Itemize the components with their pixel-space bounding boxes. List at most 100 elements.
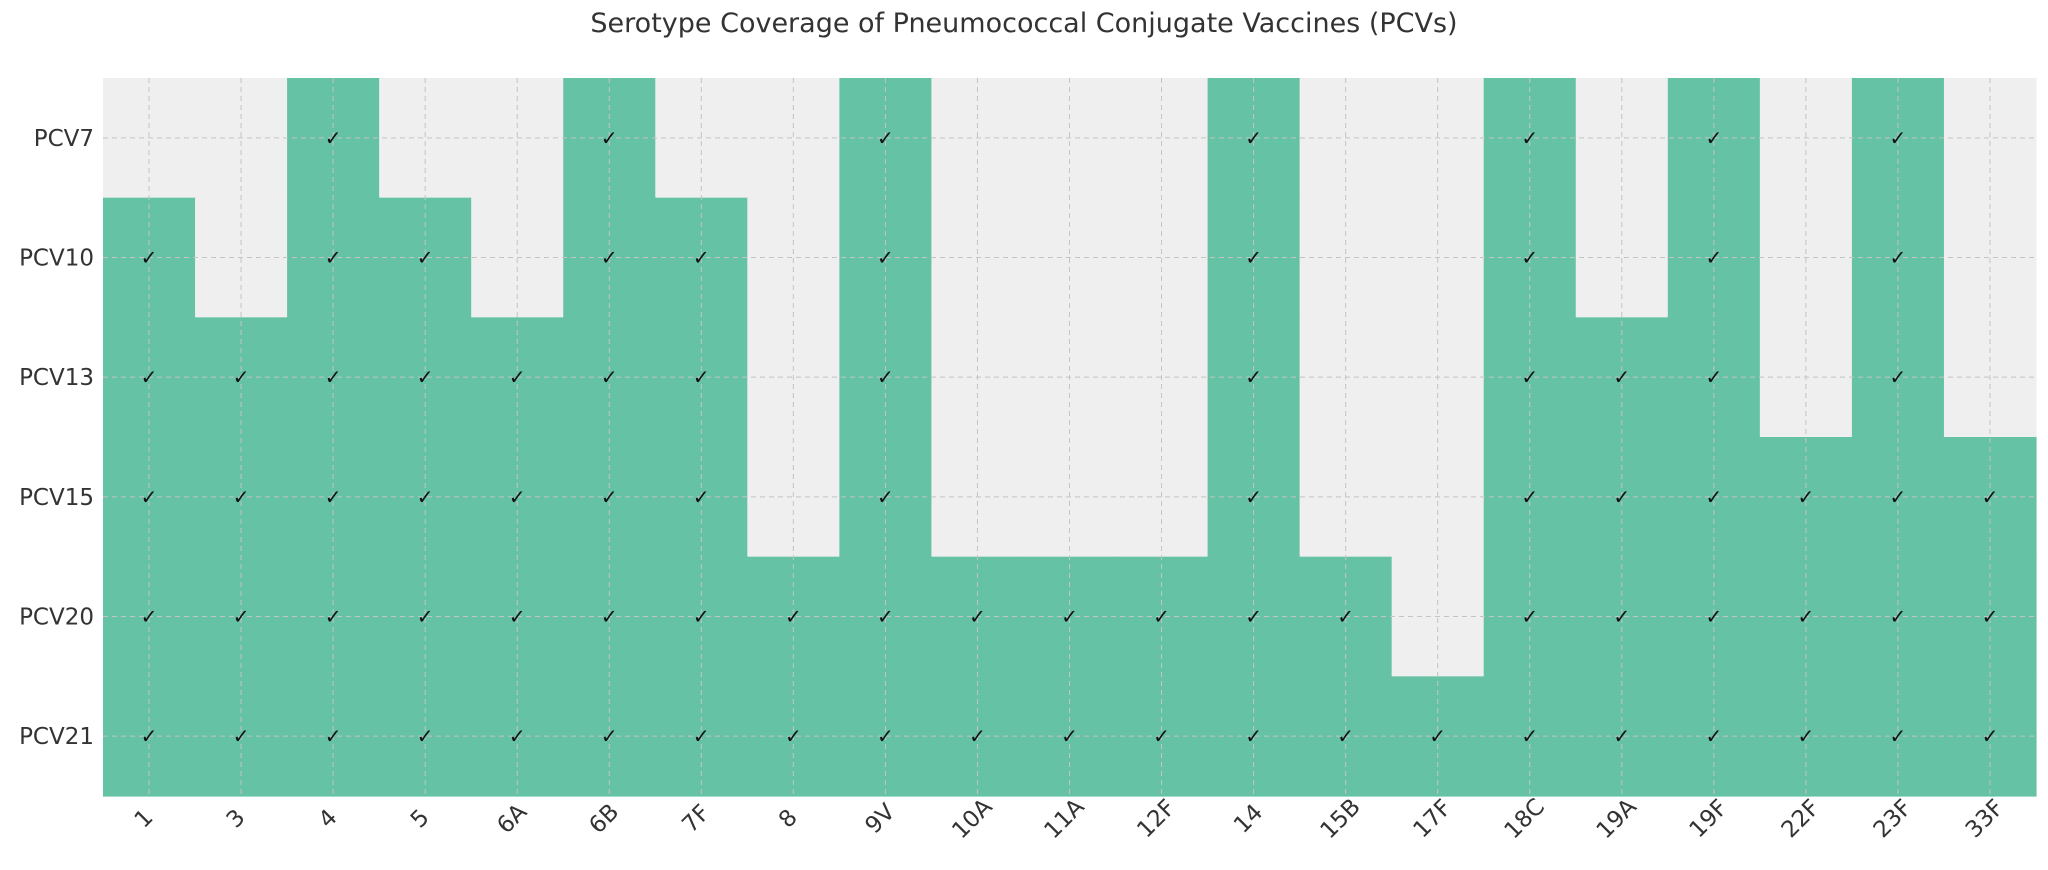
check-mark: ✓	[1890, 365, 1907, 389]
check-mark: ✓	[693, 485, 710, 509]
chart-title: Serotype Coverage of Pneumococcal Conjug…	[590, 8, 1458, 39]
check-mark: ✓	[693, 724, 710, 748]
x-tick-label: 4	[314, 805, 343, 834]
check-mark: ✓	[1521, 724, 1538, 748]
x-tick-label: 17F	[1409, 795, 1457, 843]
check-mark: ✓	[1797, 485, 1814, 509]
check-mark: ✓	[509, 724, 526, 748]
check-mark: ✓	[877, 724, 894, 748]
check-mark: ✓	[1521, 485, 1538, 509]
check-mark: ✓	[325, 365, 342, 389]
check-mark: ✓	[601, 246, 618, 270]
check-mark: ✓	[509, 365, 526, 389]
y-tick-label: PCV10	[19, 246, 94, 272]
check-mark: ✓	[1521, 246, 1538, 270]
check-mark: ✓	[1613, 724, 1630, 748]
check-mark: ✓	[1890, 246, 1907, 270]
check-mark: ✓	[969, 724, 986, 748]
check-mark: ✓	[325, 485, 342, 509]
check-mark: ✓	[1153, 724, 1170, 748]
check-mark: ✓	[1797, 724, 1814, 748]
check-mark: ✓	[785, 724, 802, 748]
x-tick-label: 5	[406, 805, 435, 834]
x-tick-label: 11A	[1039, 794, 1089, 844]
check-mark: ✓	[693, 246, 710, 270]
check-mark: ✓	[1982, 485, 1999, 509]
x-tick-label: 3	[222, 805, 251, 834]
check-mark: ✓	[1890, 605, 1907, 629]
check-mark: ✓	[141, 485, 158, 509]
x-tick-label: 33F	[1961, 795, 2009, 843]
check-mark: ✓	[1890, 485, 1907, 509]
x-tick-label: 1	[130, 805, 159, 834]
check-mark: ✓	[1245, 365, 1262, 389]
check-mark: ✓	[233, 724, 250, 748]
check-mark: ✓	[1890, 126, 1907, 150]
check-mark: ✓	[417, 724, 434, 748]
check-mark: ✓	[1153, 605, 1170, 629]
check-mark: ✓	[1521, 605, 1538, 629]
x-tick-label: 10A	[947, 794, 997, 844]
check-mark: ✓	[417, 605, 434, 629]
check-mark: ✓	[1061, 724, 1078, 748]
check-mark: ✓	[325, 246, 342, 270]
x-tick-label: 6A	[492, 799, 532, 839]
y-tick-label: PCV20	[19, 605, 94, 631]
check-mark: ✓	[601, 365, 618, 389]
check-mark: ✓	[877, 605, 894, 629]
check-mark: ✓	[509, 605, 526, 629]
x-tick-label: 22F	[1777, 795, 1825, 843]
check-mark: ✓	[1982, 724, 1999, 748]
x-tick-label: 7F	[677, 800, 715, 838]
y-tick-label: PCV15	[19, 485, 94, 511]
check-mark: ✓	[1245, 605, 1262, 629]
check-mark: ✓	[601, 605, 618, 629]
check-mark: ✓	[1705, 365, 1722, 389]
check-mark: ✓	[1429, 724, 1446, 748]
check-mark: ✓	[141, 724, 158, 748]
check-mark: ✓	[601, 126, 618, 150]
check-mark: ✓	[325, 605, 342, 629]
check-mark: ✓	[601, 724, 618, 748]
check-mark: ✓	[1521, 126, 1538, 150]
check-mark: ✓	[877, 246, 894, 270]
check-mark: ✓	[1337, 724, 1354, 748]
check-mark: ✓	[877, 485, 894, 509]
check-mark: ✓	[1797, 605, 1814, 629]
check-mark: ✓	[693, 605, 710, 629]
check-mark: ✓	[417, 365, 434, 389]
check-mark: ✓	[969, 605, 986, 629]
x-tick-label: 19F	[1685, 795, 1733, 843]
check-mark: ✓	[1061, 605, 1078, 629]
check-mark: ✓	[325, 724, 342, 748]
x-tick-label: 6B	[584, 799, 624, 839]
check-mark: ✓	[417, 246, 434, 270]
check-mark: ✓	[1705, 605, 1722, 629]
x-tick-label: 8	[774, 805, 803, 834]
check-mark: ✓	[1521, 365, 1538, 389]
check-mark: ✓	[1245, 246, 1262, 270]
check-mark: ✓	[693, 365, 710, 389]
check-mark: ✓	[1337, 605, 1354, 629]
x-tick-label: 15B	[1316, 794, 1366, 844]
check-mark: ✓	[1705, 485, 1722, 509]
x-tick-label: 18C	[1500, 794, 1550, 844]
check-mark: ✓	[233, 365, 250, 389]
check-mark: ✓	[1705, 724, 1722, 748]
check-mark: ✓	[785, 605, 802, 629]
check-mark: ✓	[1245, 724, 1262, 748]
y-tick-label: PCV21	[19, 724, 94, 750]
check-mark: ✓	[1613, 365, 1630, 389]
check-mark: ✓	[141, 246, 158, 270]
x-tick-label: 14	[1229, 800, 1268, 839]
check-mark: ✓	[417, 485, 434, 509]
check-mark: ✓	[141, 605, 158, 629]
x-tick-label: 23F	[1869, 795, 1917, 843]
check-mark: ✓	[325, 126, 342, 150]
check-mark: ✓	[1982, 605, 1999, 629]
check-mark: ✓	[1613, 605, 1630, 629]
check-mark: ✓	[1705, 246, 1722, 270]
check-mark: ✓	[233, 605, 250, 629]
check-mark: ✓	[141, 365, 158, 389]
